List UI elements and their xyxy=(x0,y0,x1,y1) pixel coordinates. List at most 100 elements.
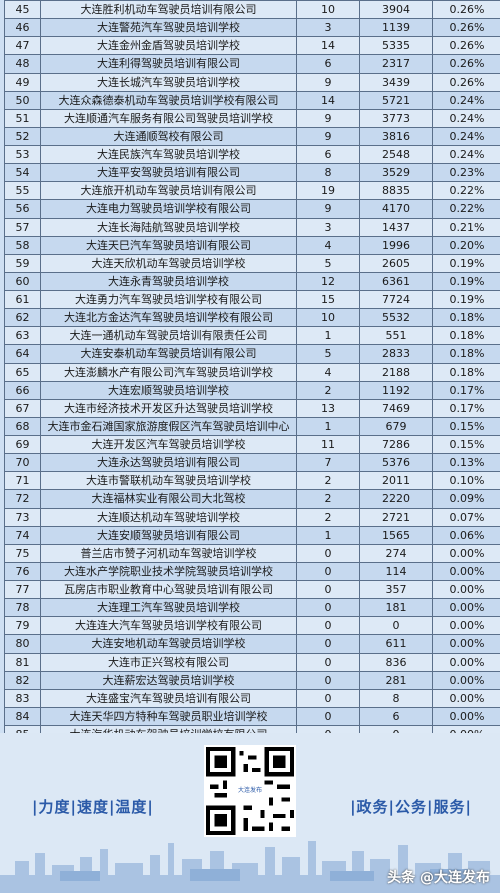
rate-cell: 0.17% xyxy=(432,380,500,400)
count-cell: 0 xyxy=(296,616,360,636)
total-cell: 7286 xyxy=(359,434,433,455)
count-cell: 6 xyxy=(296,144,360,165)
table-row: 68 大连市金石滩国家旅游度假区汽车驾驶员培训中心 1 679 0.15% xyxy=(4,416,500,437)
count-cell: 19 xyxy=(296,181,360,201)
rank-cell: 62 xyxy=(4,308,41,328)
count-cell: 14 xyxy=(296,36,360,56)
rate-cell: 0.24% xyxy=(432,144,500,165)
total-cell: 8835 xyxy=(359,181,433,201)
count-cell: 13 xyxy=(296,398,360,418)
school-name-cell: 大连永达驾驶员培训有限公司 xyxy=(40,453,297,473)
rank-cell: 74 xyxy=(4,525,41,545)
count-cell: 10 xyxy=(296,308,360,328)
total-cell: 181 xyxy=(359,598,433,618)
school-name-cell: 大连盛宝汽车驾驶员培训有限公司 xyxy=(40,688,297,708)
total-cell: 0 xyxy=(359,616,433,636)
rate-cell: 0.17% xyxy=(432,398,500,418)
school-name-cell: 大连天巳汽车驾驶员培训有限公司 xyxy=(40,235,297,255)
count-cell: 15 xyxy=(296,289,360,310)
count-cell: 8 xyxy=(296,163,360,183)
count-cell: 0 xyxy=(296,598,360,618)
count-cell: 9 xyxy=(296,72,360,92)
rank-cell: 57 xyxy=(4,217,41,237)
count-cell: 1 xyxy=(296,525,360,545)
total-cell: 8 xyxy=(359,688,433,708)
count-cell: 0 xyxy=(296,561,360,582)
school-name-cell: 大连一通机动车驾驶员培训有限责任公司 xyxy=(40,326,297,346)
table-row: 81 大连市正兴驾校有限公司 0 836 0.00% xyxy=(4,652,500,672)
ranking-table-container: 45 大连胜利机动车驾驶员培训有限公司 10 3904 0.26% 46 大连警苑汽车驾驶员… xyxy=(4,0,500,745)
count-cell: 0 xyxy=(296,652,360,672)
count-cell: 2 xyxy=(296,507,360,527)
rank-cell: 83 xyxy=(4,688,41,708)
table-row: 45 大连胜利机动车驾驶员培训有限公司 10 3904 0.26% xyxy=(4,0,500,20)
rank-cell: 66 xyxy=(4,380,41,400)
rank-cell: 55 xyxy=(4,181,41,201)
count-cell: 9 xyxy=(296,108,360,128)
rate-cell: 0.00% xyxy=(432,579,500,600)
rate-cell: 0.13% xyxy=(432,453,500,473)
school-name-cell: 大连开发区汽车驾驶员培训学校 xyxy=(40,434,297,455)
rate-cell: 0.07% xyxy=(432,507,500,527)
rank-cell: 71 xyxy=(4,471,41,491)
total-cell: 5335 xyxy=(359,36,433,56)
rank-cell: 53 xyxy=(4,144,41,165)
rate-cell: 0.00% xyxy=(432,706,500,727)
total-cell: 1996 xyxy=(359,235,433,255)
school-name-cell: 大连澎麟水产有限公司汽车驾驶员培训学校 xyxy=(40,362,297,382)
total-cell: 7469 xyxy=(359,398,433,418)
table-row: 46 大连警苑汽车驾驶员培训学校 3 1139 0.26% xyxy=(4,18,500,38)
school-name-cell: 大连北方金达汽车驾驶员培训学校有限公司 xyxy=(40,308,297,328)
count-cell: 0 xyxy=(296,634,360,654)
count-cell: 14 xyxy=(296,90,360,110)
total-cell: 357 xyxy=(359,579,433,600)
count-cell: 12 xyxy=(296,271,360,292)
count-cell: 2 xyxy=(296,489,360,509)
total-cell: 1192 xyxy=(359,380,433,400)
table-row: 50 大连众森德泰机动车驾驶员培训学校有限公司 14 5721 0.24% xyxy=(4,90,500,110)
rank-cell: 56 xyxy=(4,199,41,219)
table-row: 70 大连永达驾驶员培训有限公司 7 5376 0.13% xyxy=(4,453,500,473)
count-cell: 3 xyxy=(296,18,360,38)
count-cell: 0 xyxy=(296,706,360,727)
table-row: 78 大连理工汽车驾驶员培训学校 0 181 0.00% xyxy=(4,598,500,618)
total-cell: 2548 xyxy=(359,144,433,165)
table-row: 69 大连开发区汽车驾驶员培训学校 11 7286 0.15% xyxy=(4,434,500,455)
rate-cell: 0.24% xyxy=(432,108,500,128)
school-name-cell: 大连利得驾驶员培训有限公司 xyxy=(40,54,297,74)
school-name-cell: 大连众森德泰机动车驾驶员培训学校有限公司 xyxy=(40,90,297,110)
table-row: 60 大连永青驾驶员培训学校 12 6361 0.19% xyxy=(4,271,500,292)
table-row: 74 大连安顺驾驶员培训有限公司 1 1565 0.06% xyxy=(4,525,500,545)
school-name-cell: 大连胜利机动车驾驶员培训有限公司 xyxy=(40,0,297,20)
table-row: 83 大连盛宝汽车驾驶员培训有限公司 0 8 0.00% xyxy=(4,688,500,708)
school-name-cell: 普兰店市赞子河机动车驾驶培训学校 xyxy=(40,543,297,563)
table-row: 49 大连长城汽车驾驶员培训学校 9 3439 0.26% xyxy=(4,72,500,92)
school-name-cell: 大连永青驾驶员培训学校 xyxy=(40,271,297,292)
rank-cell: 58 xyxy=(4,235,41,255)
count-cell: 0 xyxy=(296,543,360,563)
total-cell: 551 xyxy=(359,326,433,346)
slogan-left: |力度|速度|温度| xyxy=(32,798,154,816)
rank-cell: 79 xyxy=(4,616,41,636)
school-name-cell: 大连安地机动车驾驶员培训学校 xyxy=(40,634,297,654)
school-name-cell: 大连平安驾驶员培训有限公司 xyxy=(40,163,297,183)
rank-cell: 67 xyxy=(4,398,41,418)
rate-cell: 0.00% xyxy=(432,652,500,672)
rate-cell: 0.26% xyxy=(432,18,500,38)
school-name-cell: 大连市经济技术开发区升达驾驶员培训学校 xyxy=(40,398,297,418)
school-name-cell: 大连市警联机动车驾驶员培训学校 xyxy=(40,471,297,491)
count-cell: 9 xyxy=(296,126,360,147)
rate-cell: 0.00% xyxy=(432,688,500,708)
total-cell: 1139 xyxy=(359,18,433,38)
school-name-cell: 大连旅开机动车驾驶员培训有限公司 xyxy=(40,181,297,201)
total-cell: 3529 xyxy=(359,163,433,183)
school-name-cell: 大连通顺驾校有限公司 xyxy=(40,126,297,147)
school-name-cell: 大连宏顺驾驶员培训学校 xyxy=(40,380,297,400)
table-row: 51 大连顺通汽车服务有限公司驾驶员培训学校 9 3773 0.24% xyxy=(4,108,500,128)
count-cell: 7 xyxy=(296,453,360,473)
rank-cell: 60 xyxy=(4,271,41,292)
total-cell: 5376 xyxy=(359,453,433,473)
rank-cell: 81 xyxy=(4,652,41,672)
rank-cell: 49 xyxy=(4,72,41,92)
slogan-right: |政务|公务|服务| xyxy=(350,798,472,816)
